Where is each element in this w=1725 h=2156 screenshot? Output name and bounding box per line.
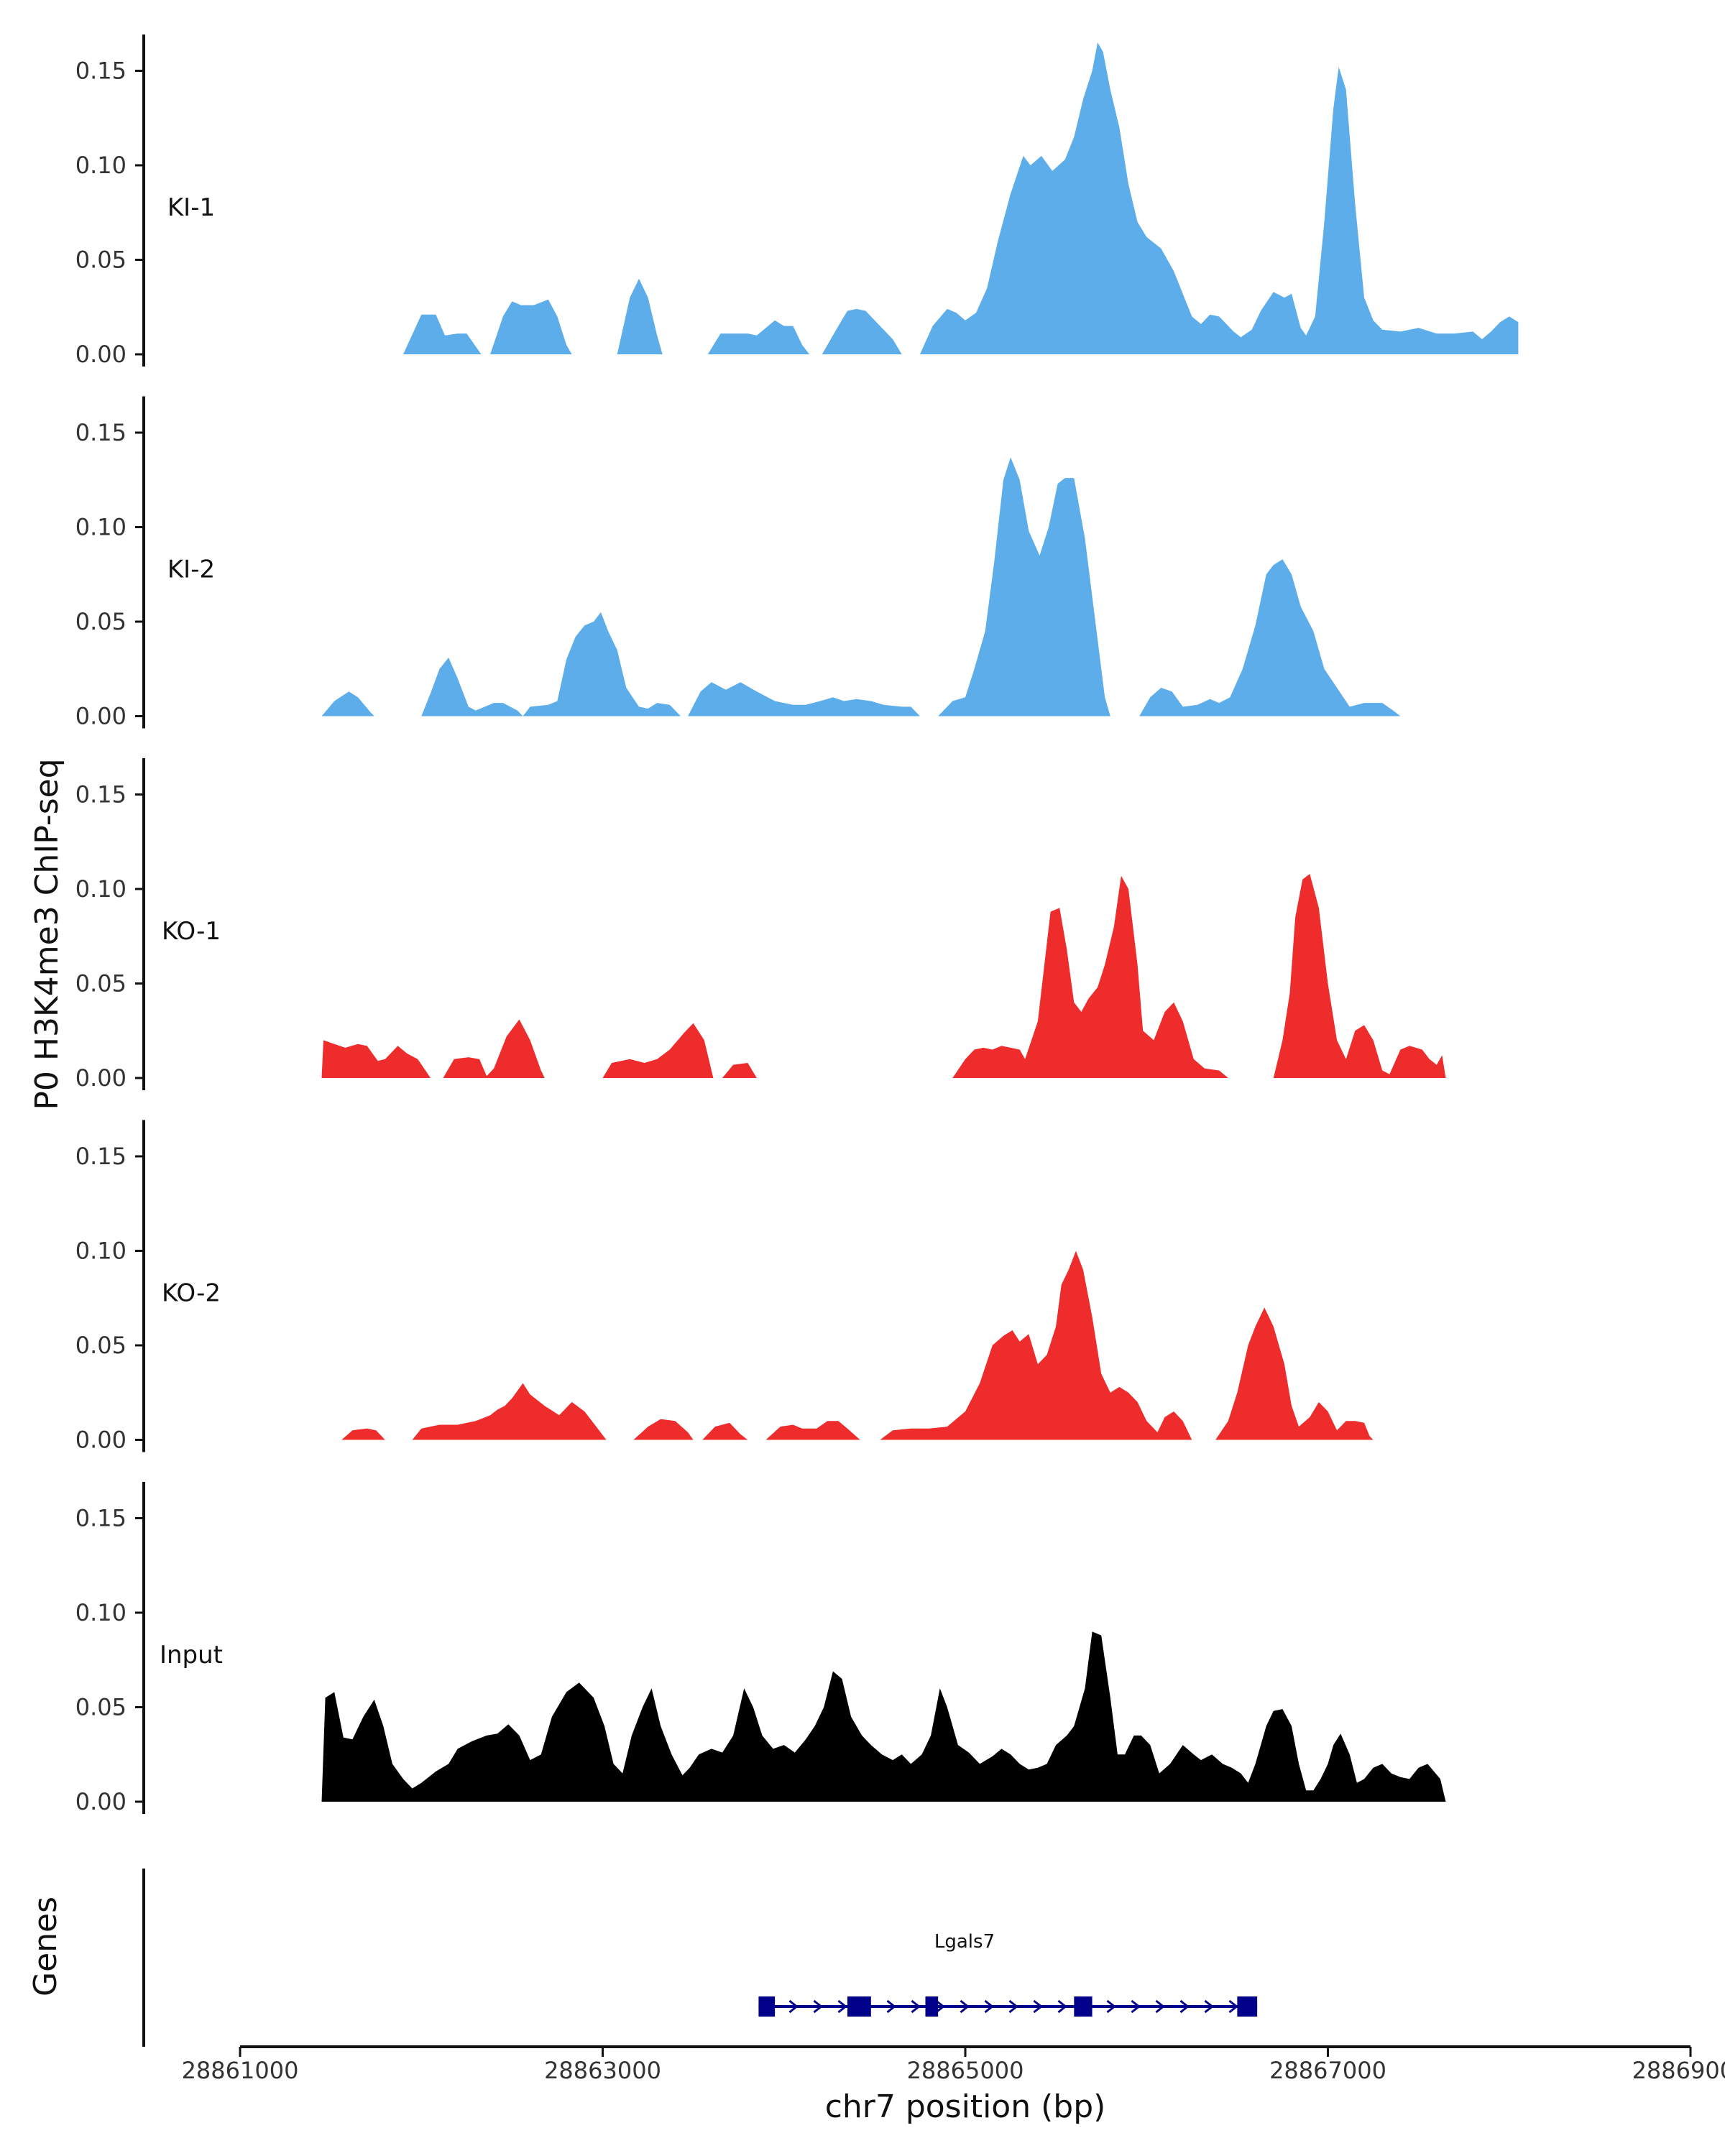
strand-arrow: [1155, 1999, 1165, 2014]
strand-arrow: [886, 1999, 896, 2014]
gene-model-lgals7: [758, 1996, 1258, 2017]
y-tick-label-ki-1-0: 0.00: [75, 341, 126, 368]
strand-arrow: [813, 1999, 823, 2014]
y-tick-label-ki-2-2: 0.10: [75, 514, 126, 541]
y-tick-label-input-3: 0.15: [75, 1505, 126, 1532]
tracks-group: 0.00 0.05 0.10 0.15 KI-1 0.00 0.05 0.10 0.15 KI-2…: [75, 34, 1519, 1815]
y-tick-label-ko-1-1: 0.05: [75, 970, 126, 998]
strand-arrow: [1131, 1999, 1141, 2014]
strand-arrow: [1033, 1999, 1043, 2014]
track-label-ki-2: KI-2: [167, 556, 215, 584]
y-axis-title: P0 H3K4me3 ChIP-seq: [29, 758, 65, 1110]
y-tick-label-input-1: 0.05: [75, 1694, 126, 1721]
x-tick-label-0: 28861000: [182, 2057, 299, 2084]
exon-3: [925, 1996, 939, 2017]
strand-arrow: [911, 1999, 921, 2014]
track-input: 0.00 0.05 0.10 0.15 Input: [75, 1482, 1446, 1815]
track-label-ko-2: KO-2: [162, 1279, 221, 1308]
y-tick-label-ko-1-2: 0.10: [75, 875, 126, 903]
strand-arrow: [1204, 1999, 1214, 2014]
exon-2: [847, 1996, 871, 2017]
exon-4: [1074, 1996, 1092, 2017]
track-label-input: Input: [160, 1641, 223, 1669]
strand-arrow: [788, 1999, 799, 2014]
y-tick-label-ki-2-3: 0.15: [75, 419, 126, 446]
track-label-ko-1: KO-1: [162, 917, 221, 946]
genes-track: Genes Lgals7: [27, 1869, 1258, 2047]
area-ko-2: [341, 1250, 1374, 1440]
gene-name-label: Lgals7: [934, 1931, 995, 1953]
strand-arrow: [1008, 1999, 1018, 2014]
track-label-ki-1: KI-1: [167, 193, 215, 222]
y-tick-label-ki-1-3: 0.15: [75, 57, 126, 85]
x-tick-label-2: 28865000: [907, 2057, 1024, 2084]
area-ko-1: [321, 874, 1446, 1078]
y-tick-label-ki-2-1: 0.05: [75, 608, 126, 635]
y-tick-label-ko-2-0: 0.00: [75, 1427, 126, 1454]
strand-arrow: [1057, 1999, 1067, 2014]
track-ko-2: 0.00 0.05 0.10 0.15 KO-2: [75, 1120, 1374, 1454]
x-tick-label-1: 28863000: [544, 2057, 661, 2084]
x-axis-title: chr7 position (bp): [825, 2088, 1106, 2125]
strand-arrow: [1228, 1999, 1238, 2014]
y-tick-label-input-2: 0.10: [75, 1599, 126, 1626]
strand-arrow: [837, 1999, 847, 2014]
exon-5: [1237, 1996, 1258, 2017]
x-tick-label-3: 28867000: [1269, 2057, 1386, 2084]
y-tick-label-ki-2-0: 0.00: [75, 703, 126, 730]
y-tick-label-ko-1-0: 0.00: [75, 1064, 126, 1092]
strand-arrow: [1106, 1999, 1116, 2014]
genes-track-label: Genes: [27, 1897, 64, 1996]
strand-arrow: [960, 1999, 970, 2014]
y-tick-label-ko-1-3: 0.15: [75, 781, 126, 808]
area-ki-1: [403, 42, 1519, 354]
track-ki-2: 0.00 0.05 0.10 0.15 KI-2: [75, 396, 1401, 730]
y-tick-label-ko-2-2: 0.10: [75, 1238, 126, 1265]
area-input: [321, 1631, 1446, 1802]
strand-arrow: [935, 1999, 945, 2014]
strand-arrow: [1179, 1999, 1190, 2014]
exon-1: [758, 1996, 776, 2017]
y-tick-label-ki-1-1: 0.05: [75, 247, 126, 274]
track-ki-1: 0.00 0.05 0.10 0.15 KI-1: [75, 34, 1519, 368]
strand-arrow: [984, 1999, 994, 2014]
y-tick-label-input-0: 0.00: [75, 1788, 126, 1815]
x-tick-label-4: 28869000: [1632, 2057, 1725, 2084]
area-ki-2: [321, 457, 1401, 717]
y-tick-label-ko-2-1: 0.05: [75, 1332, 126, 1359]
y-tick-label-ko-2-3: 0.15: [75, 1143, 126, 1170]
track-ko-1: 0.00 0.05 0.10 0.15 KO-1: [75, 758, 1446, 1092]
x-axis: chr7 position (bp) 28861000 28863000 28865…: [182, 2045, 1725, 2125]
y-tick-label-ki-1-2: 0.10: [75, 152, 126, 179]
